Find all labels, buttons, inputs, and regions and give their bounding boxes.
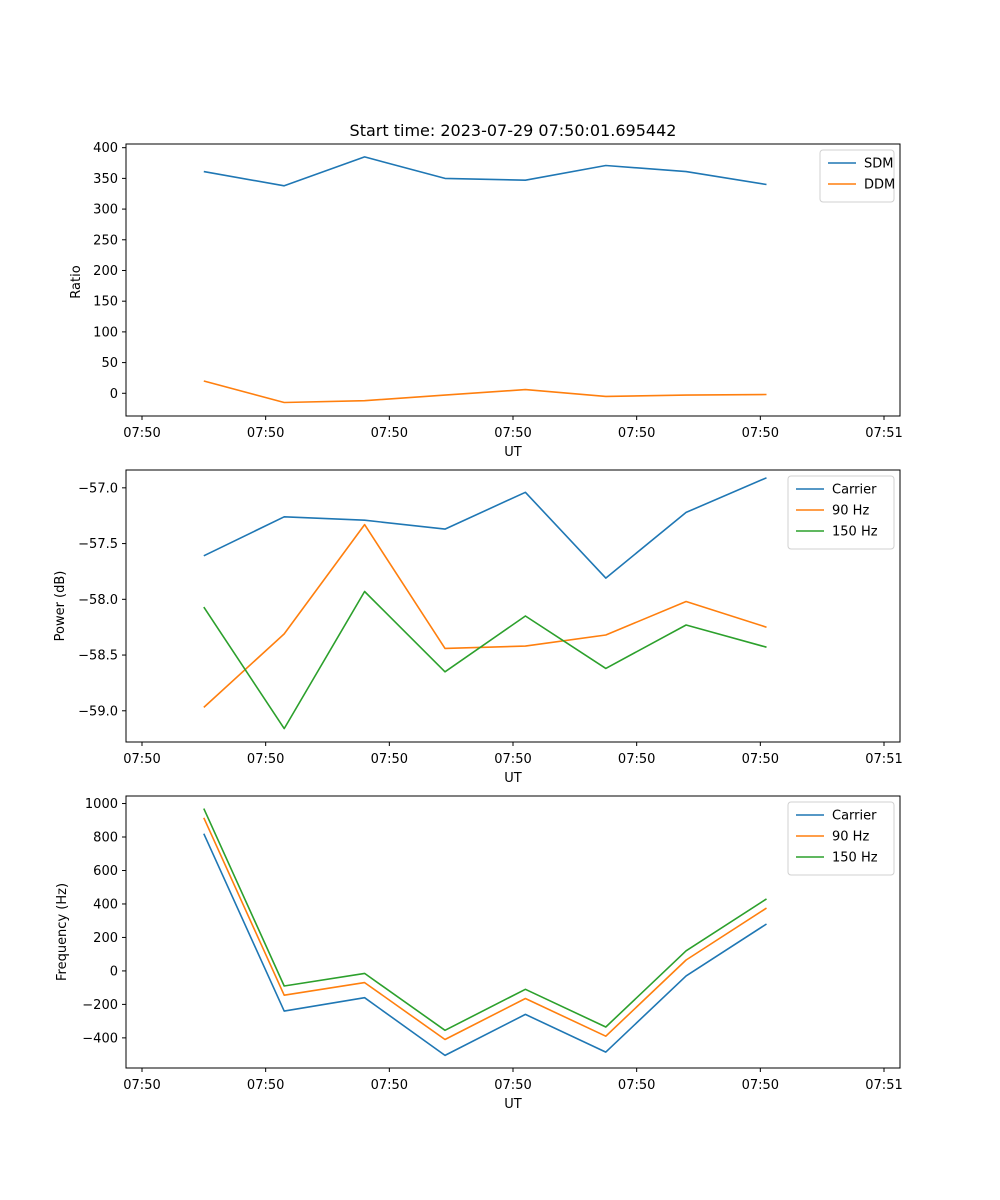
y-tick-label: 100 (93, 325, 118, 340)
plot-area-frame (125, 469, 901, 743)
y-tick-label: 300 (93, 203, 118, 218)
x-axis-label: UT (504, 445, 522, 460)
x-tick-label: 07:50 (742, 426, 779, 441)
x-tick-label: 07:50 (371, 752, 408, 767)
y-tick-label: −59.0 (78, 704, 118, 719)
y-axis-label: Frequency (Hz) (55, 883, 70, 981)
series-line-150-hz (203, 808, 767, 1032)
y-axis-label: Power (dB) (53, 571, 68, 642)
plot-area-frame (125, 795, 901, 1069)
x-axis-label: UT (504, 771, 522, 786)
y-tick-label: 200 (93, 264, 118, 279)
x-tick-label: 07:50 (618, 752, 655, 767)
power-panel: UT Power (dB) 07:50 07:50 07:50 07:50 07:50 0… (53, 469, 903, 786)
x-tick-label: 07:50 (618, 1078, 655, 1093)
y-tick-label: 50 (101, 356, 118, 371)
x-tick-label: 07:50 (123, 426, 160, 441)
legend-label: DDM (864, 178, 895, 193)
x-tick-label: 07:50 (494, 426, 531, 441)
x-tick-label: 07:51 (865, 1078, 902, 1093)
series-line-90-hz (203, 523, 767, 708)
y-tick-label: 150 (93, 295, 118, 310)
y-tick-label: 0 (110, 387, 118, 402)
x-tick-label: 07:50 (494, 752, 531, 767)
x-tick-label: 07:50 (494, 1078, 531, 1093)
x-tick-label: 07:50 (247, 752, 284, 767)
y-tick-label: −57.0 (78, 481, 118, 496)
y-tick-label: 0 (110, 964, 118, 979)
x-tick-label: 07:50 (247, 426, 284, 441)
frequency-panel: UT Frequency (Hz) 07:50 07:50 07:50 07:50 07… (55, 795, 903, 1112)
x-tick-label: 07:50 (371, 1078, 408, 1093)
series-line-carrier (203, 477, 767, 579)
chart-title: Start time: 2023-07-29 07:50:01.695442 (350, 121, 677, 140)
legend: Carrier 90 Hz 150 Hz (787, 801, 895, 876)
plot-area-frame (125, 143, 901, 417)
legend-label: 150 Hz (832, 525, 878, 540)
y-tick-label: 350 (93, 172, 118, 187)
ratio-panel: Start time: 2023-07-29 07:50:01.695442 U… (69, 121, 903, 460)
y-tick-label: 400 (93, 141, 118, 156)
x-tick-label: 07:51 (865, 752, 902, 767)
x-tick-label: 07:50 (123, 752, 160, 767)
series-line-sdm (203, 156, 767, 187)
y-tick-label: −58.5 (78, 649, 118, 664)
y-tick-label: 250 (93, 233, 118, 248)
x-tick-label: 07:50 (618, 426, 655, 441)
x-tick-label: 07:50 (247, 1078, 284, 1093)
legend-label: 90 Hz (832, 830, 869, 845)
x-tick-label: 07:50 (123, 1078, 160, 1093)
legend-label: Carrier (832, 809, 877, 824)
legend: Carrier 90 Hz 150 Hz (787, 475, 895, 550)
y-tick-label: 200 (93, 931, 118, 946)
legend-label: Carrier (832, 483, 877, 498)
y-tick-label: −58.0 (78, 593, 118, 608)
x-tick-label: 07:50 (742, 1078, 779, 1093)
y-tick-label: 400 (93, 897, 118, 912)
y-tick-label: 800 (93, 831, 118, 846)
series-line-90-hz (203, 817, 767, 1041)
y-tick-label: −200 (82, 998, 118, 1013)
legend-label: 150 Hz (832, 851, 878, 866)
series-line-ddm (203, 380, 767, 404)
series-line-150-hz (203, 590, 767, 730)
legend-label: 90 Hz (832, 504, 869, 519)
y-tick-label: −57.5 (78, 537, 118, 552)
x-tick-label: 07:51 (865, 426, 902, 441)
y-tick-label: 600 (93, 864, 118, 879)
x-tick-label: 07:50 (742, 752, 779, 767)
y-tick-label: 1000 (85, 797, 118, 812)
series-line-carrier (203, 833, 767, 1057)
legend: SDM DDM (819, 149, 895, 203)
y-tick-label: −400 (82, 1031, 118, 1046)
x-axis-label: UT (504, 1097, 522, 1112)
y-axis-label: Ratio (69, 265, 84, 298)
legend-label: SDM (864, 157, 893, 172)
x-tick-label: 07:50 (371, 426, 408, 441)
